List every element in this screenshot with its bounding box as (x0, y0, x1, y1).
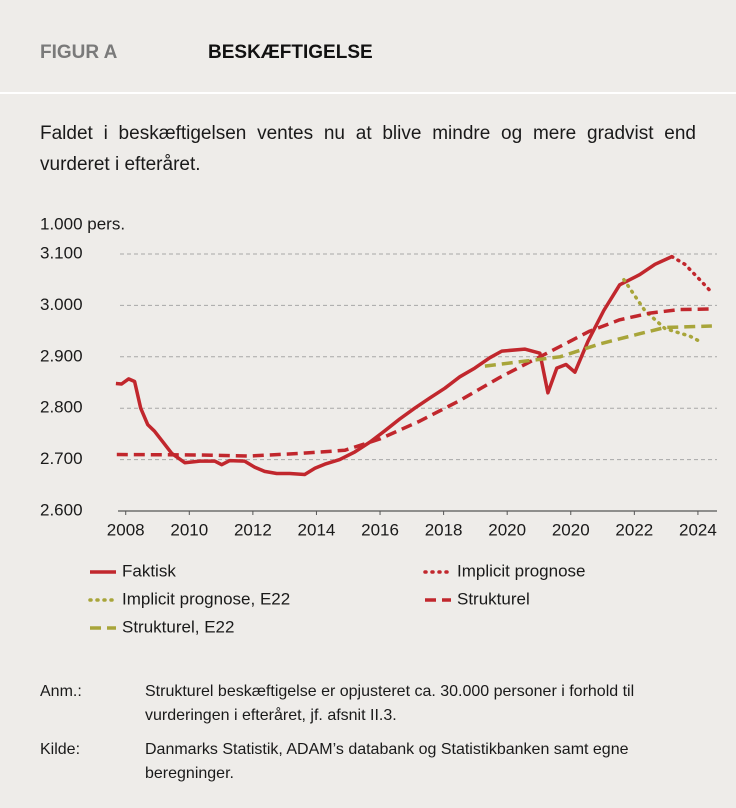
x-tick-label: 2014 (298, 520, 336, 539)
series-line (484, 324, 712, 368)
series-line (670, 254, 714, 295)
figure-title: BESKÆFTIGELSE (208, 42, 373, 63)
y-tick-label: 2.800 (40, 398, 83, 417)
note-text: Strukturel beskæftigelse er opjusteret c… (145, 683, 635, 724)
y-tick-label: 2.600 (40, 500, 83, 519)
subtitle: Faldet i beskæftigelsen ventes nu at bli… (40, 123, 696, 175)
separator (0, 92, 736, 94)
x-tick-label: 2010 (170, 520, 208, 539)
x-tick-label: 2016 (361, 520, 399, 539)
y-tick-label: 2.700 (40, 449, 83, 468)
x-tick-label: 2020 (552, 520, 590, 539)
y-tick-label: 3.000 (40, 295, 83, 314)
legend-label: Faktisk (122, 561, 176, 580)
legend-label: Implicit prognose, E22 (122, 589, 290, 608)
x-tick-label: 2012 (234, 520, 272, 539)
figure-label: FIGUR A (40, 42, 118, 63)
series-line (116, 307, 712, 458)
x-tick-label: 2018 (425, 520, 463, 539)
note-label: Anm.: (40, 683, 82, 700)
source-label: Kilde: (40, 741, 81, 758)
legend-label: Strukturel, E22 (122, 617, 234, 636)
legend-label: Implicit prognose (457, 561, 586, 580)
y-tick-label: 3.100 (40, 243, 83, 262)
x-tick-label: 2008 (107, 520, 145, 539)
x-tick-label: 2024 (679, 520, 717, 539)
chart: 1.000 pers. 2.600 2.700 2.800 2.900 3.000 3.10… (40, 214, 717, 636)
source-text: Danmarks Statistik, ADAM’s databank og S… (145, 741, 629, 782)
series-line (622, 277, 702, 344)
series-line (115, 255, 673, 477)
x-tick-label: 2022 (615, 520, 653, 539)
x-tick-label: 2020 (488, 520, 526, 539)
y-axis-label: 1.000 pers. (40, 214, 125, 233)
y-tick-label: 2.900 (40, 346, 83, 365)
legend-label: Strukturel (457, 589, 530, 608)
